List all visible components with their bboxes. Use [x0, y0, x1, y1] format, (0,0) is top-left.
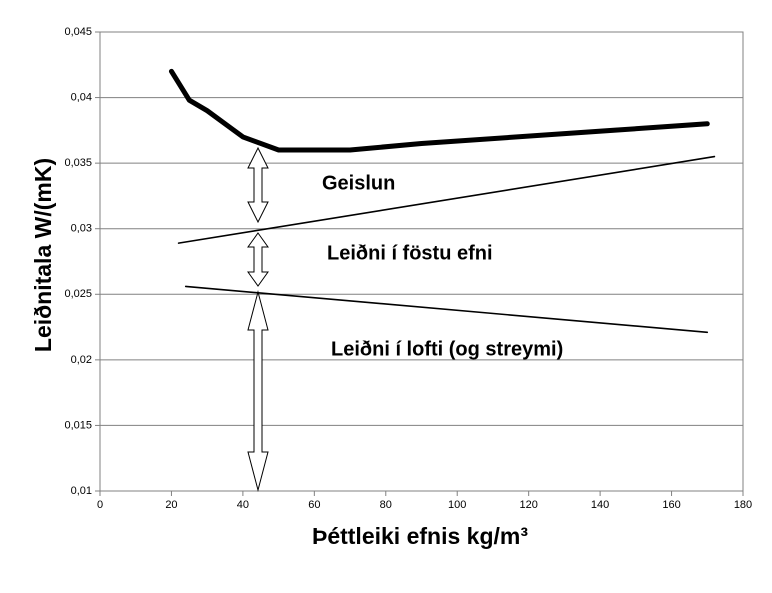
arrow [247, 232, 269, 287]
line-series [168, 68, 710, 153]
annotation: Leiðni í lofti (og streymi) [331, 338, 563, 360]
y-tick-label: 0,01 [71, 485, 92, 497]
y-tick-label: 0,025 [64, 288, 92, 300]
x-tick-label: 0 [97, 499, 103, 511]
arrow [247, 146, 269, 224]
x-tick-label: 100 [448, 499, 466, 511]
y-tick-label: 0,04 [71, 91, 92, 103]
x-tick-label: 140 [591, 499, 609, 511]
x-tick-label: 20 [165, 499, 177, 511]
annotation: Geislun [322, 172, 395, 194]
y-tick-label: 0,02 [71, 354, 92, 366]
x-tick-label: 60 [308, 499, 320, 511]
annotation: Leiðni í föstu efni [327, 242, 493, 264]
line-series [177, 155, 716, 244]
x-tick-label: 80 [380, 499, 392, 511]
y-axis-title: Leiðnitala W/(mK) [30, 158, 56, 352]
y-tick-label: 0,035 [64, 157, 92, 169]
x-tick-label: 120 [519, 499, 537, 511]
y-tick-label: 0,015 [64, 419, 92, 431]
x-axis-title: Þéttleiki efnis kg/m³ [312, 523, 528, 549]
line-series [184, 285, 709, 334]
x-tick-label: 40 [237, 499, 249, 511]
x-tick-label: 180 [734, 499, 752, 511]
y-tick-label: 0,045 [64, 26, 92, 38]
x-tick-label: 160 [662, 499, 680, 511]
y-tick-label: 0,03 [71, 223, 92, 235]
arrow [247, 290, 269, 492]
